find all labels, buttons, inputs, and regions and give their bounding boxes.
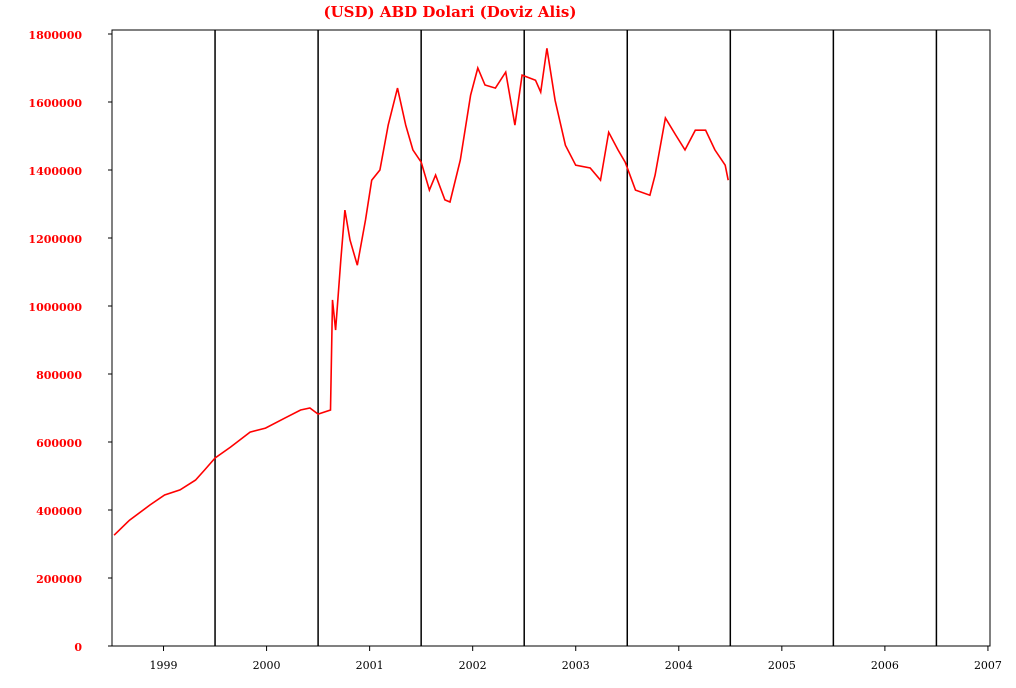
y-tick-label: 400000: [36, 505, 82, 518]
y-tick-label: 800000: [36, 369, 82, 382]
x-tick-label: 2002: [459, 659, 487, 672]
chart-title: (USD) ABD Dolari (Doviz Alis): [324, 3, 577, 21]
plot-frame: [111, 29, 991, 647]
y-tick-label: 1400000: [28, 165, 82, 178]
x-tick-label: 2005: [768, 659, 796, 672]
y-tick-label: 1600000: [28, 97, 82, 110]
x-tick-label: 2000: [253, 659, 281, 672]
y-tick-label: 1000000: [28, 301, 82, 314]
x-tick-label: 1999: [150, 659, 178, 672]
x-tick-label: 2007: [974, 659, 1002, 672]
x-tick-label: 2004: [665, 659, 693, 672]
y-tick-label: 200000: [36, 573, 82, 586]
x-tick-label: 2006: [871, 659, 899, 672]
y-tick-label: 1800000: [28, 29, 82, 42]
x-tick-label: 2003: [562, 659, 590, 672]
y-tick-label: 0: [74, 641, 82, 654]
data-line: [113, 48, 729, 536]
x-tick-label: 2001: [356, 659, 384, 672]
y-tick-label: 600000: [36, 437, 82, 450]
y-tick-label: 1200000: [28, 233, 82, 246]
